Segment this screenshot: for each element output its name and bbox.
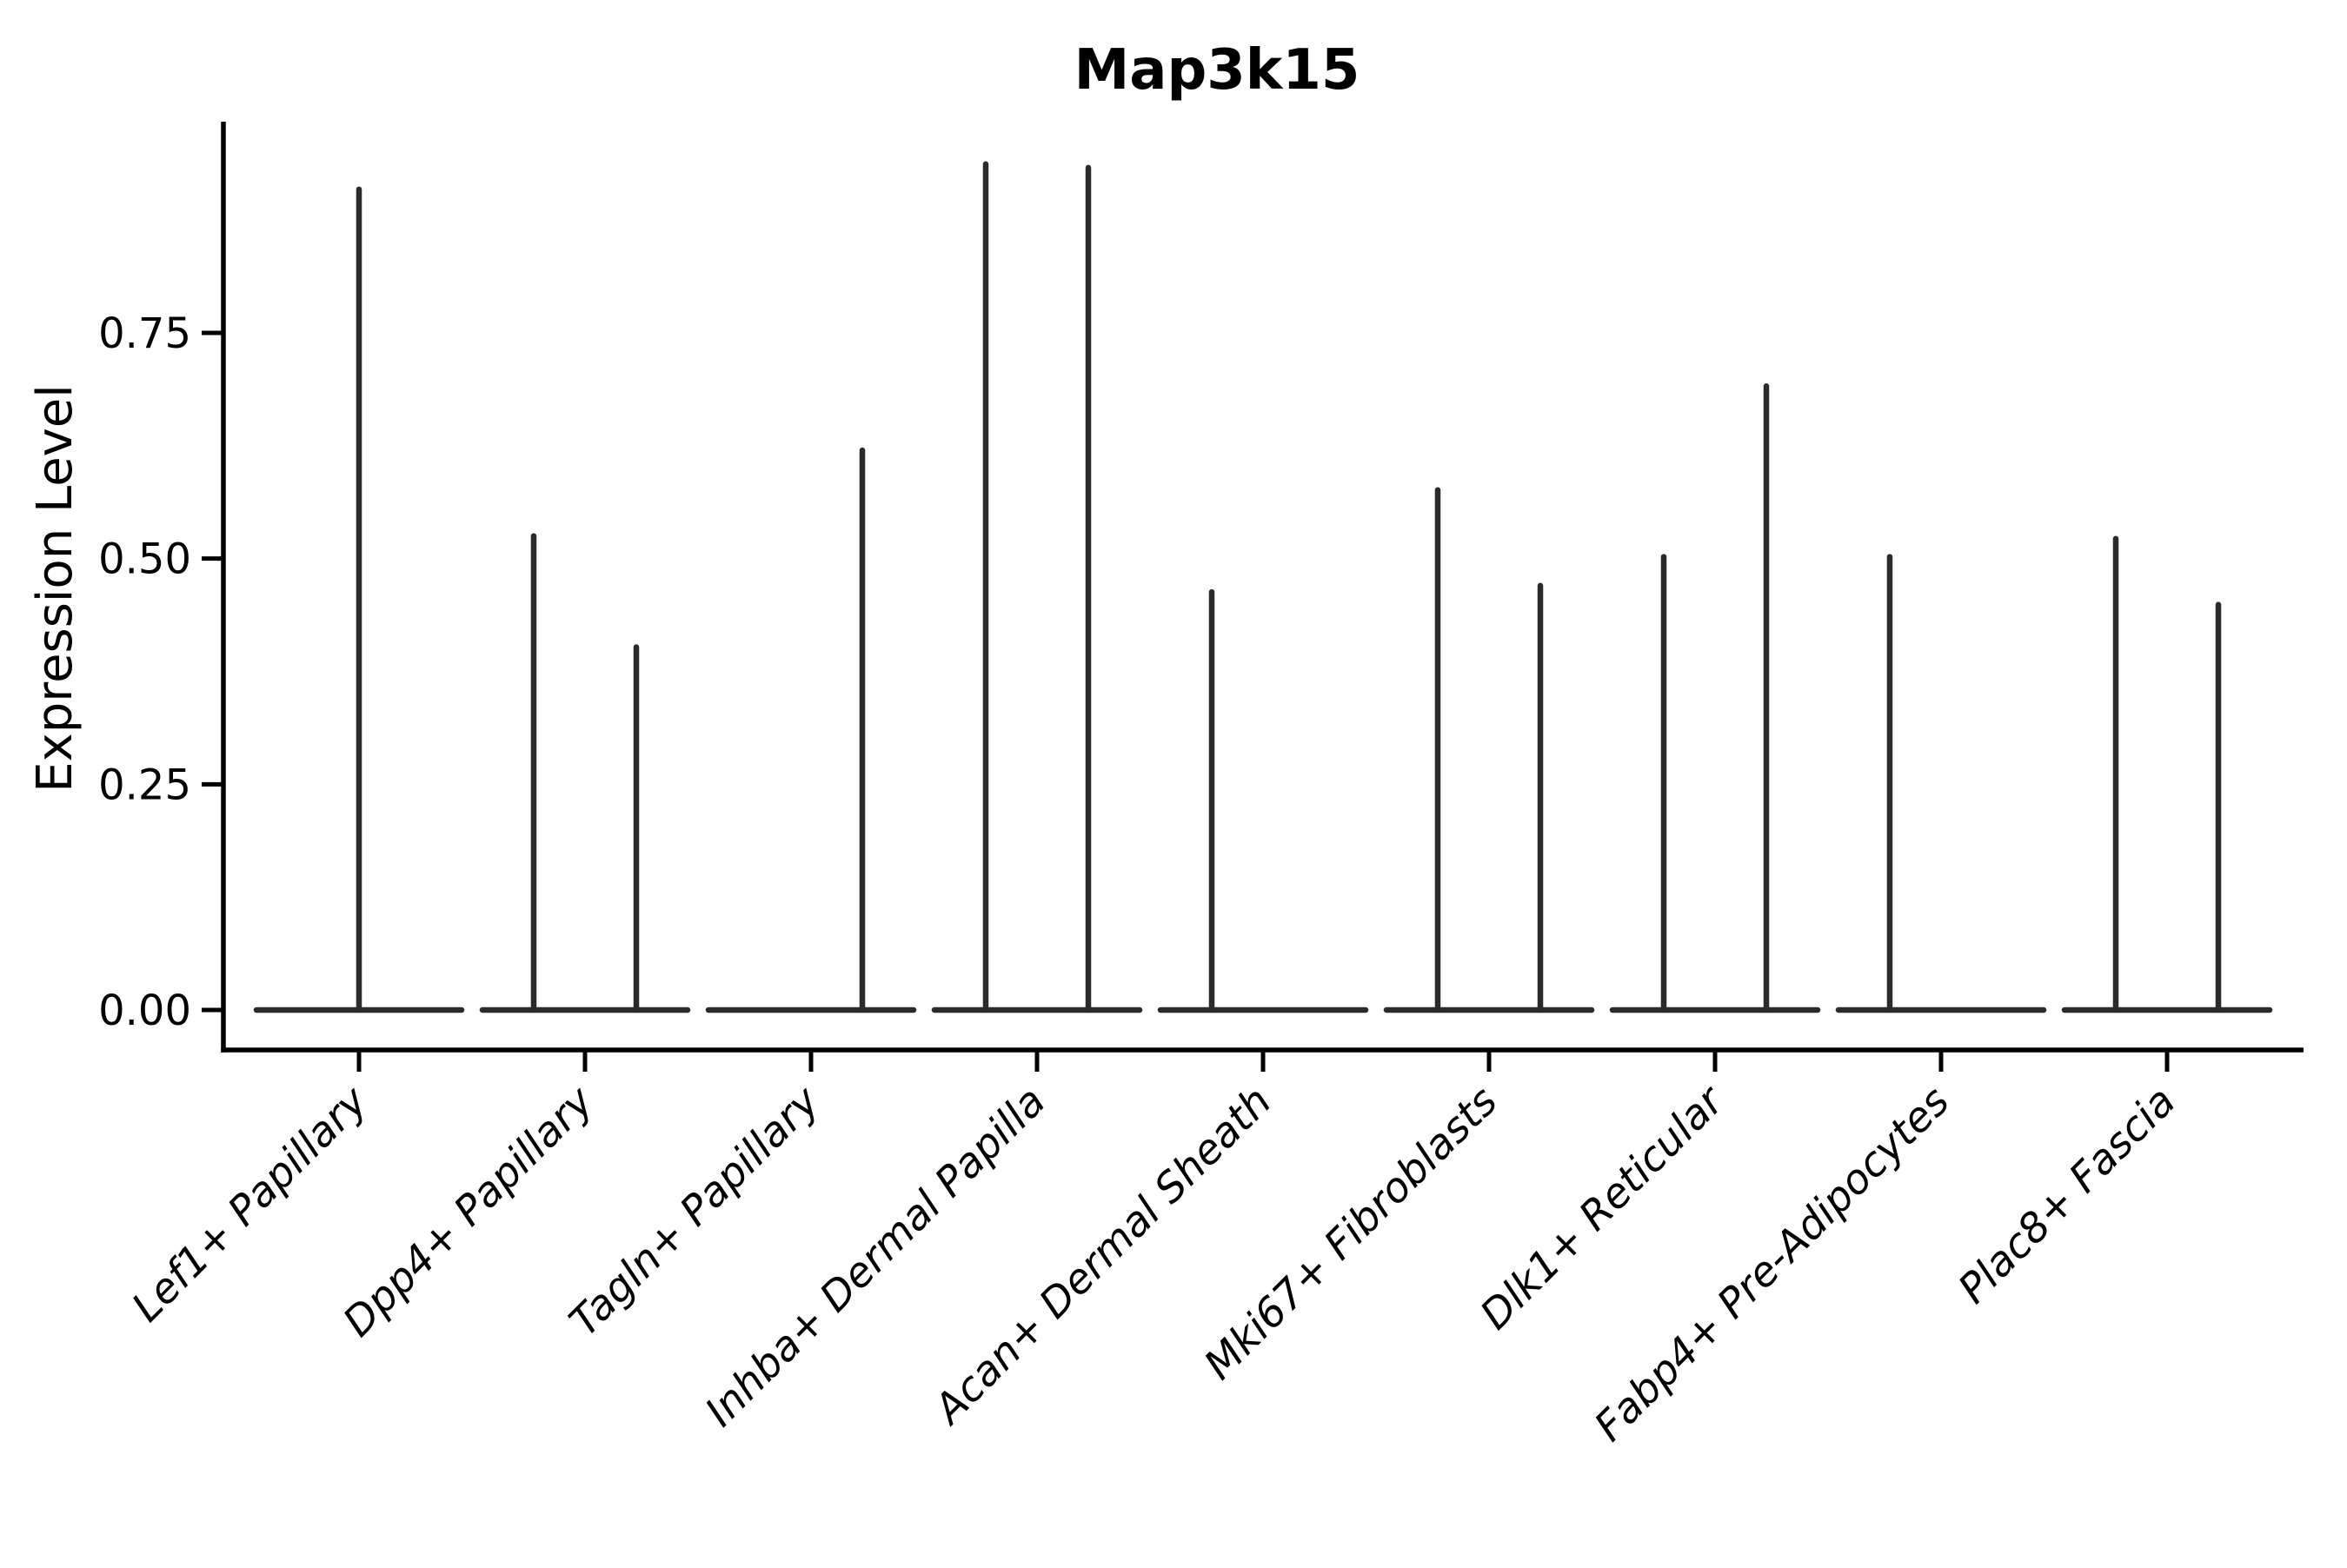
y-tick-label: 0.75 (98, 309, 191, 358)
y-tick-label: 0.25 (98, 761, 191, 809)
x-tick-label: Tagln+ Papillary (561, 1077, 830, 1346)
x-tick-label: Dpp4+ Papillary (334, 1077, 603, 1346)
chart-title: Map3k15 (1074, 38, 1360, 103)
y-tick-labels: 0.00 0.25 0.50 0.75 (98, 309, 191, 1035)
x-tick-label: Dlk1+ Reticular (1472, 1076, 1735, 1339)
y-tick-label: 0.00 (98, 987, 191, 1035)
y-tick-label: 0.50 (98, 535, 191, 584)
x-tick-label: Plac8+ Fascia (1949, 1078, 2184, 1313)
x-tick-label: Lef1+ Papillary (123, 1077, 377, 1332)
x-axis-ticks (356, 1050, 2170, 1072)
x-tick-label: Fabp4+ Pre-Adipocytes (1586, 1078, 1958, 1451)
violins-layer (253, 161, 2273, 1013)
y-axis-ticks (202, 330, 223, 1013)
y-axis-title: Expression Level (27, 384, 83, 793)
